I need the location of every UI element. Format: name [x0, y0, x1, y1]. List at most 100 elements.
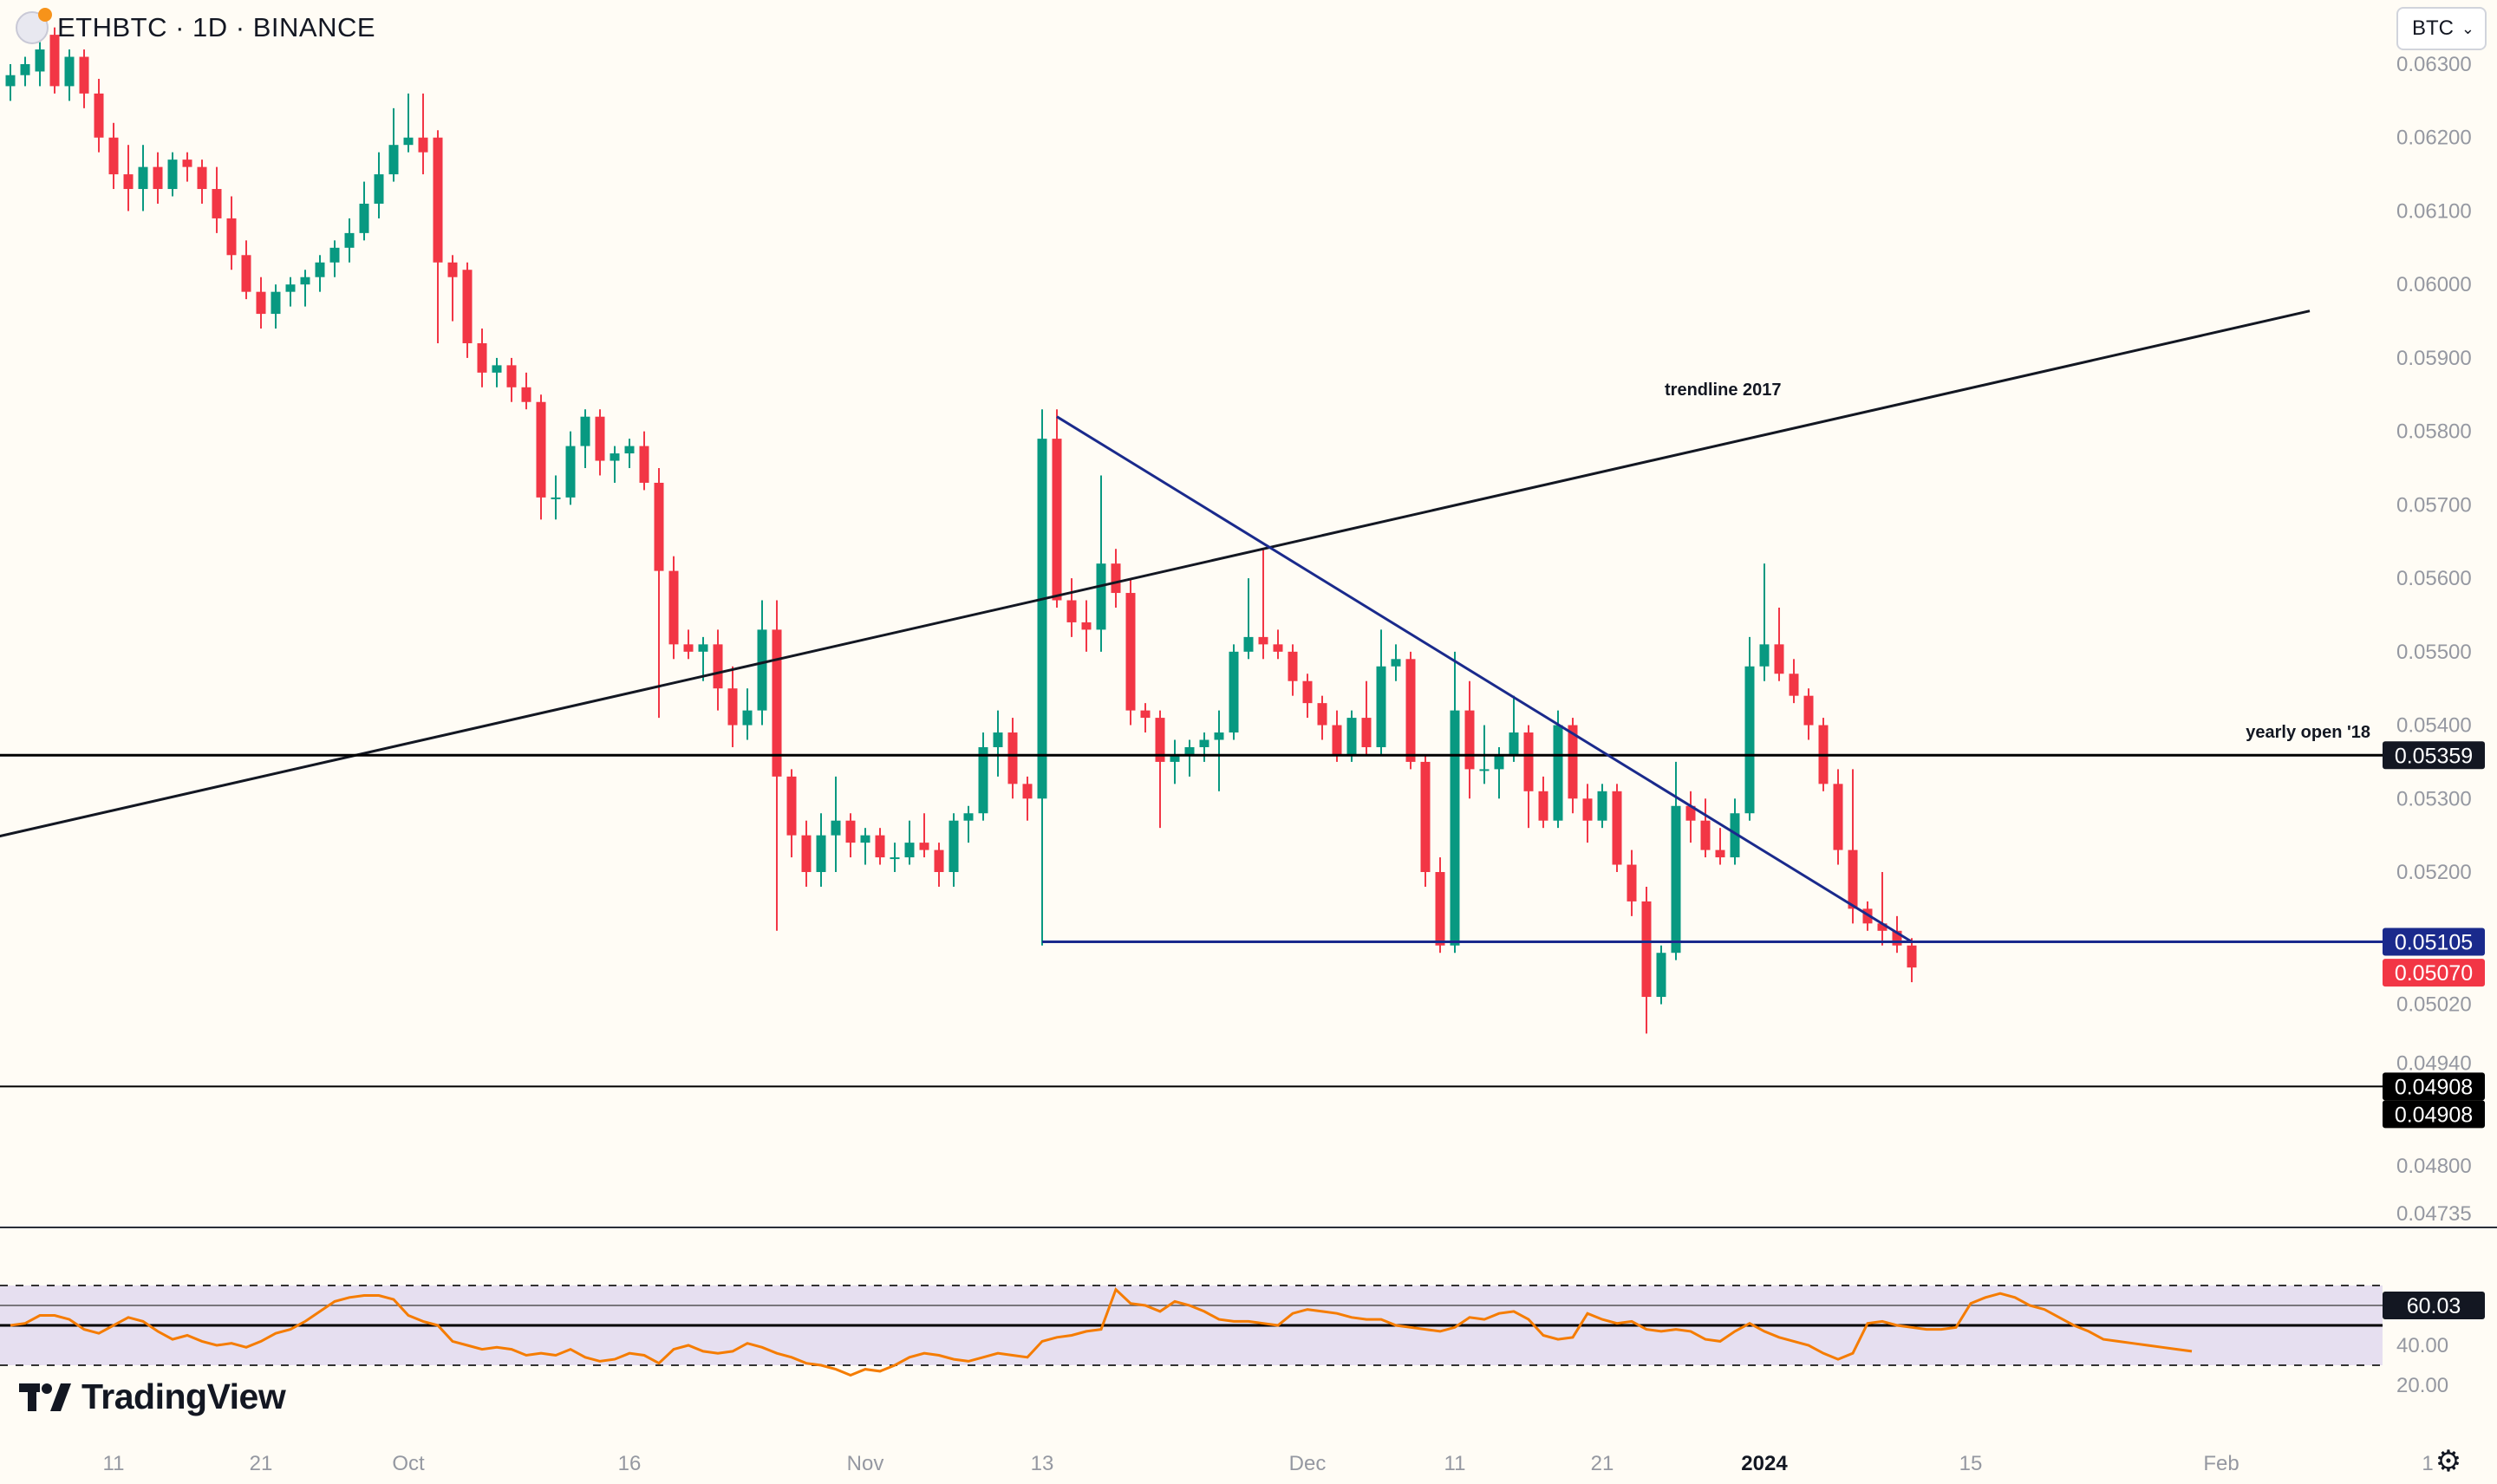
- candle: [433, 130, 443, 343]
- candle-body: [64, 56, 75, 87]
- price-axis[interactable]: 0.06300 0.06200 0.06100 0.06000 0.05900 0.058…: [2396, 53, 2472, 1226]
- candle: [742, 688, 753, 740]
- candle: [1229, 644, 1239, 740]
- candle-body: [1877, 923, 1887, 931]
- price-label-text: 0.04908: [2395, 1103, 2473, 1127]
- candle: [1907, 938, 1917, 983]
- candle-body: [1066, 600, 1077, 622]
- candle-body: [624, 446, 635, 454]
- candle-body: [1627, 864, 1637, 901]
- chart-header: ETHBTC · 1D · BINANCE: [0, 0, 375, 55]
- candle: [108, 122, 119, 190]
- price-tick-label: 0.04800: [2396, 1155, 2472, 1178]
- gear-icon[interactable]: ⚙: [2435, 1445, 2462, 1478]
- candle-body: [934, 849, 944, 873]
- tradingview-logo[interactable]: TradingView: [19, 1377, 286, 1417]
- price-tick-label: 0.05700: [2396, 493, 2472, 517]
- candle: [801, 820, 812, 887]
- candle: [374, 152, 384, 218]
- rsi-value-text: 60.03: [2407, 1294, 2461, 1318]
- price-tick-label: 0.05500: [2396, 641, 2472, 664]
- yearly-open-label: yearly open '18: [2246, 723, 2370, 742]
- candle: [94, 78, 104, 153]
- candle-body: [1435, 872, 1445, 946]
- candle: [1627, 849, 1637, 916]
- candle-body: [359, 203, 369, 233]
- candle: [1774, 607, 1784, 681]
- candle: [182, 152, 192, 182]
- symbol-title[interactable]: ETHBTC · 1D · BINANCE: [57, 12, 376, 42]
- time-tick-label: 15: [1959, 1452, 1983, 1475]
- candle: [624, 439, 635, 469]
- candle: [1037, 409, 1047, 946]
- candle-body: [1833, 784, 1843, 850]
- candle-body: [1700, 820, 1711, 850]
- candle-body: [654, 482, 664, 571]
- candle-body: [713, 644, 723, 689]
- candle-body: [256, 291, 266, 315]
- candle-body: [1553, 725, 1563, 821]
- candle-body: [182, 159, 192, 167]
- candle: [1450, 651, 1460, 954]
- candle: [683, 629, 694, 660]
- candle-body: [860, 835, 870, 843]
- candle-body: [1302, 680, 1313, 704]
- candle-body: [786, 776, 797, 836]
- candle-body: [1789, 674, 1799, 696]
- candle-body: [388, 145, 399, 175]
- currency-selector-button[interactable]: BTC ⌄: [2396, 7, 2487, 50]
- candle: [875, 828, 885, 865]
- candle-body: [1538, 791, 1548, 821]
- candle-body: [1096, 563, 1106, 630]
- candle: [1656, 945, 1666, 1005]
- price-label-box: [2383, 1100, 2485, 1129]
- candle: [727, 666, 738, 747]
- candle-body: [1494, 754, 1504, 770]
- candle: [1671, 761, 1681, 960]
- candle-body: [1052, 439, 1062, 601]
- candle-body: [1803, 695, 1814, 726]
- candle-body: [271, 291, 281, 315]
- candle: [536, 394, 546, 520]
- candle-body: [1685, 805, 1696, 821]
- candle: [167, 152, 178, 197]
- candle-body: [344, 232, 355, 248]
- candle: [1612, 784, 1622, 873]
- candle: [285, 277, 296, 307]
- candle-body: [610, 453, 620, 461]
- time-tick-label: Oct: [392, 1452, 425, 1475]
- candle-body: [315, 262, 325, 277]
- candle-body: [167, 159, 178, 190]
- candle-body: [1376, 666, 1386, 747]
- candle: [816, 813, 826, 887]
- candle: [1641, 886, 1652, 1034]
- candle-body: [1907, 945, 1917, 968]
- candle: [344, 218, 355, 263]
- candle-body: [477, 342, 487, 373]
- candle-body: [978, 746, 988, 814]
- candle-body: [1744, 666, 1755, 814]
- price-tick-label: 0.05020: [2396, 993, 2472, 1017]
- candle: [1096, 475, 1106, 652]
- candle: [993, 710, 1003, 777]
- candle: [1789, 659, 1799, 704]
- candle-body: [1774, 644, 1784, 674]
- time-tick-label: 11: [103, 1452, 125, 1475]
- time-axis[interactable]: 11 21 Oct 16 Nov 13 Dec 11 21 2024 15 Feb 1: [103, 1452, 2434, 1475]
- candle: [315, 255, 325, 292]
- candle-body: [49, 35, 60, 87]
- candle-body: [963, 813, 974, 821]
- candle: [1700, 798, 1711, 858]
- trendline-2017: [0, 309, 2311, 838]
- candle: [403, 93, 414, 153]
- time-tick-label: 11: [1444, 1452, 1466, 1475]
- candle-body: [1140, 710, 1151, 719]
- candle: [506, 357, 517, 402]
- price-tick-label: 0.06000: [2396, 273, 2472, 296]
- drawing-annotations[interactable]: trendline 2017 yearly open '18: [0, 309, 2383, 1088]
- candle-body: [20, 64, 30, 75]
- candle: [668, 556, 679, 660]
- candle: [1391, 644, 1401, 681]
- candle-body: [1671, 805, 1681, 954]
